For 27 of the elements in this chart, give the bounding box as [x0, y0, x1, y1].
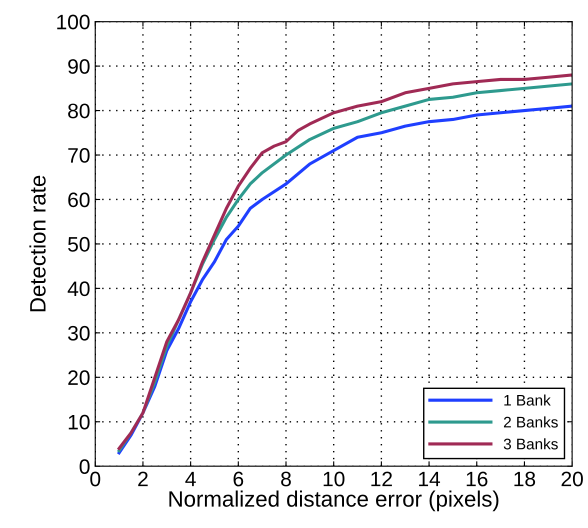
x-tick-label: 10 [324, 472, 344, 486]
x-tick-label: 16 [466, 472, 488, 486]
x-tick-label: 4 [185, 472, 196, 486]
y-tick-label: 40 [68, 281, 90, 296]
y-tick-label: 0 [80, 459, 90, 474]
x-axis-title: Normalized distance error (pixels) [169, 490, 498, 512]
x-tick-label: 20 [562, 472, 583, 486]
x-tick-label: 18 [514, 472, 536, 486]
y-tick-label: 70 [68, 148, 90, 163]
x-tick-label: 6 [234, 472, 244, 486]
y-tick-label: 100 [57, 14, 90, 30]
y-tick-label: 60 [68, 192, 90, 208]
x-tick-label: 0 [90, 472, 100, 486]
x-tick-label: 12 [371, 472, 392, 486]
legend-label: 1 Bank [504, 394, 551, 406]
y-tick-label: 10 [68, 414, 90, 430]
y-tick-label: 80 [68, 104, 90, 118]
y-tick-label: 20 [68, 370, 90, 386]
x-tick-label: 14 [419, 472, 440, 486]
y-tick-label: 30 [68, 326, 90, 341]
x-tick-label: 8 [281, 472, 291, 486]
x-tick-label: 2 [138, 472, 148, 486]
legend-label: 3 Banks [504, 438, 558, 450]
legend-label: 2 Banks [504, 416, 558, 428]
y-tick-label: 90 [68, 59, 90, 74]
y-axis-title: Detection rate [29, 176, 46, 312]
y-tick-label: 50 [68, 236, 90, 252]
